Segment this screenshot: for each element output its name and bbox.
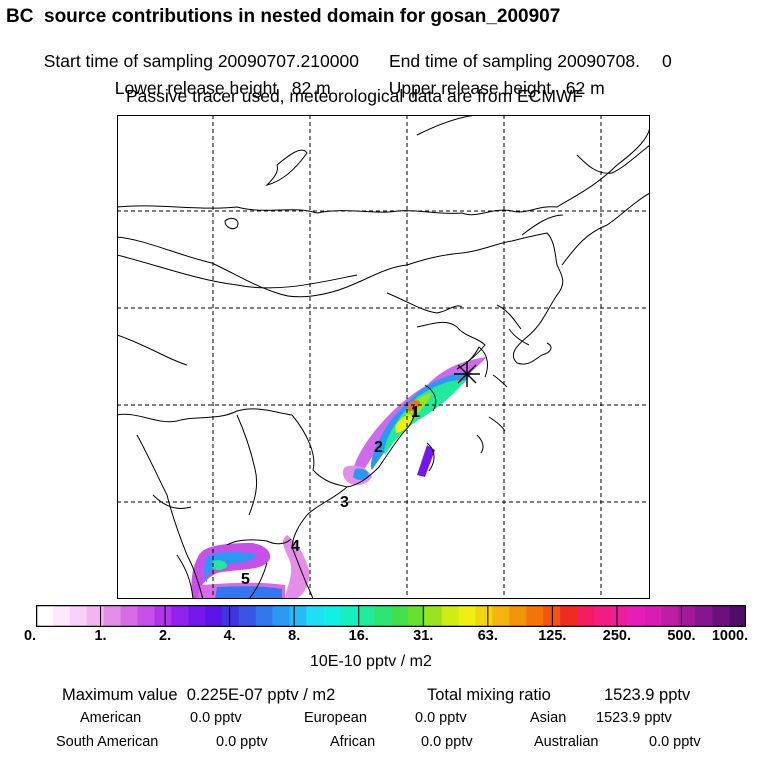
- colorbar-swatch: [644, 605, 662, 627]
- source-contribution-map: 1 2 3 4 5: [117, 115, 650, 599]
- american-label: American: [80, 710, 142, 726]
- australian-value: 0.0 pptv: [649, 734, 701, 750]
- colorbar-swatch: [323, 605, 341, 627]
- colorbar-swatch: [374, 605, 392, 627]
- colorbar-swatch: [36, 605, 54, 627]
- region-labels: 1 2 3 4 5: [241, 404, 420, 588]
- south-american-value: 0.0 pptv: [216, 734, 268, 750]
- colorbar-tick-label: 1000.: [711, 628, 749, 644]
- end-time: End time of sampling 20090708.: [388, 50, 640, 71]
- colorbar-swatch: [103, 605, 121, 627]
- colorbar-swatch: [272, 605, 290, 627]
- region-label-1: 1: [411, 404, 420, 421]
- colorbar-swatch: [492, 605, 510, 627]
- colorbar: [36, 605, 746, 627]
- colorbar-swatch: [712, 605, 730, 627]
- asian-value: 1523.9 pptv: [596, 710, 672, 726]
- colorbar-tick-label: 0.: [23, 628, 37, 644]
- american-value: 0.0 pptv: [190, 710, 242, 726]
- release-heights: Lower release height 82 m Upper release h…: [105, 62, 605, 97]
- colorbar-swatch: [678, 605, 696, 627]
- total-mixing-value: 1523.9 pptv: [604, 686, 691, 704]
- colorbar-swatch: [154, 605, 172, 627]
- upper-release-height: Upper release height 62 m: [388, 77, 605, 98]
- colorbar-tick-label: 4.: [223, 628, 236, 644]
- region-label-3: 3: [340, 494, 349, 511]
- african-label: African: [330, 734, 376, 750]
- colorbar-swatch: [475, 605, 493, 627]
- colorbar-tick-label: 63.: [477, 628, 498, 644]
- colorbar-swatch: [610, 605, 628, 627]
- colorbar-tick-label: 250.: [602, 628, 632, 644]
- region-label-5: 5: [241, 571, 250, 588]
- colorbar-tick-label: 8.: [288, 628, 301, 644]
- colorbar-swatch: [424, 605, 443, 627]
- colorbar-swatch: [441, 605, 459, 627]
- colorbar-swatch: [52, 605, 71, 627]
- colorbar-tick-label: 125.: [538, 628, 567, 644]
- african-value: 0.0 pptv: [421, 734, 473, 750]
- lower-release-height: Lower release height 82 m: [114, 77, 331, 98]
- colorbar-swatch: [171, 605, 189, 627]
- colorbar-swatch: [86, 605, 104, 627]
- end-time-suffix: 0: [661, 50, 672, 71]
- european-label: European: [304, 710, 367, 726]
- colorbar-tick-label: 2.: [159, 628, 172, 644]
- receptor-marker: [454, 361, 480, 387]
- plot-title: BC source contributions in nested domain…: [6, 6, 561, 27]
- european-value: 0.0 pptv: [415, 710, 467, 726]
- colorbar-swatch: [391, 605, 409, 627]
- tracer-note: Passive tracer used, meteorological data…: [126, 86, 584, 106]
- colorbar-swatch: [695, 605, 713, 627]
- colorbar-tick-label: 16.: [348, 628, 369, 644]
- asian-label: Asian: [530, 710, 567, 726]
- colorbar-swatch: [255, 605, 273, 627]
- colorbar-swatch: [289, 605, 307, 627]
- colorbar-swatch: [560, 605, 578, 627]
- colorbar-swatch: [661, 605, 679, 627]
- colorbar-tick-label: 31.: [413, 628, 434, 644]
- colorbar-swatch: [593, 605, 612, 627]
- lat-lon-grid: [117, 115, 650, 599]
- colorbar-swatch: [137, 605, 155, 627]
- colorbar-swatch: [238, 605, 257, 627]
- colorbar-swatch: [340, 605, 358, 627]
- australian-label: Australian: [534, 734, 599, 750]
- sampling-times: Start time of sampling 20090707.210000 En…: [34, 35, 672, 70]
- colorbar-swatch: [543, 605, 561, 627]
- colorbar-swatch: [205, 605, 223, 627]
- colorbar-swatch: [221, 605, 240, 627]
- colorbar-swatch: [357, 605, 375, 627]
- colorbar-swatch: [69, 605, 88, 627]
- coastlines: [117, 115, 650, 599]
- region-label-4: 4: [291, 538, 300, 555]
- colorbar-swatch: [526, 605, 544, 627]
- colorbar-swatch: [509, 605, 527, 627]
- colorbar-unit: 10E-10 pptv / m2: [310, 653, 432, 670]
- colorbar-swatch: [729, 605, 746, 627]
- start-time: Start time of sampling 20090707.210000: [43, 50, 359, 71]
- colorbar-swatch: [407, 605, 426, 627]
- total-mixing-label: Total mixing ratio: [427, 686, 551, 704]
- plume-layer: [191, 357, 487, 599]
- colorbar-tick-label: 500.: [667, 628, 696, 644]
- colorbar-swatch: [576, 605, 595, 627]
- region-label-2: 2: [374, 439, 383, 456]
- colorbar-swatch: [120, 605, 138, 627]
- colorbar-swatch: [306, 605, 324, 627]
- colorbar-tick-label: 1.: [94, 628, 107, 644]
- colorbar-swatch: [627, 605, 645, 627]
- colorbar-swatch: [188, 605, 206, 627]
- south-american-label: South American: [56, 734, 159, 750]
- max-value: Maximum value 0.225E-07 pptv / m2: [62, 686, 336, 704]
- colorbar-swatch: [458, 605, 476, 627]
